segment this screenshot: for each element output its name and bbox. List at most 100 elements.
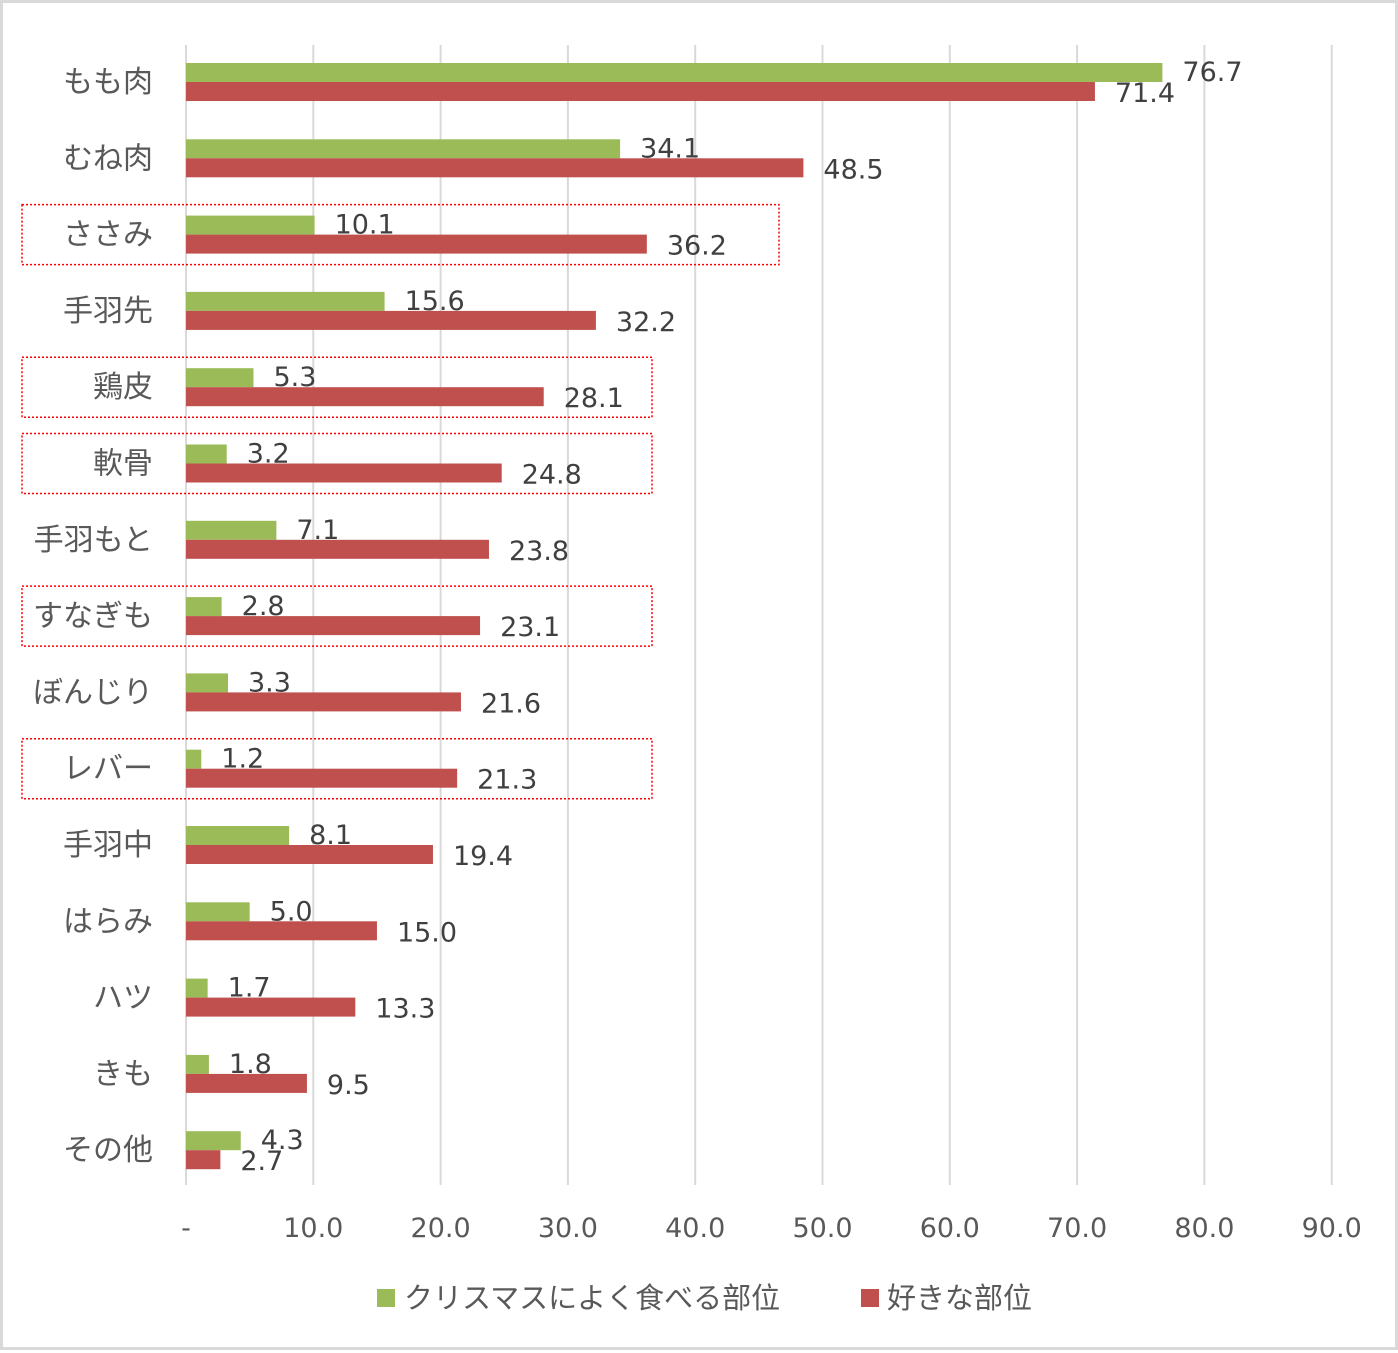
bar-favorite bbox=[186, 82, 1095, 101]
bar-christmas bbox=[186, 673, 229, 693]
category-label: 軟骨 bbox=[93, 447, 153, 482]
data-label-favorite: 48.5 bbox=[823, 154, 883, 185]
data-label-christmas: 1.2 bbox=[221, 744, 264, 775]
data-label-favorite: 71.4 bbox=[1115, 78, 1175, 109]
highlight-box bbox=[21, 356, 653, 418]
data-label-christmas: 1.7 bbox=[228, 973, 271, 1004]
data-label-favorite: 21.3 bbox=[477, 765, 537, 796]
bar-favorite bbox=[186, 234, 647, 254]
category-label: レバー bbox=[63, 752, 153, 787]
highlight-box bbox=[21, 432, 653, 495]
bar-favorite bbox=[186, 921, 377, 941]
bar-favorite bbox=[186, 692, 461, 712]
data-label-christmas: 3.3 bbox=[248, 667, 291, 698]
data-label-christmas: 4.3 bbox=[261, 1125, 304, 1156]
data-label-christmas: 5.0 bbox=[270, 896, 313, 927]
x-tick-label: - bbox=[181, 1213, 191, 1244]
bar-favorite bbox=[186, 1150, 221, 1170]
data-label-favorite: 9.5 bbox=[327, 1070, 370, 1101]
category-label: はらみ bbox=[63, 904, 153, 939]
x-tick-label: 40.0 bbox=[665, 1213, 725, 1244]
data-label-favorite: 2.7 bbox=[240, 1146, 283, 1177]
data-label-favorite: 13.3 bbox=[375, 994, 435, 1025]
data-label-favorite: 24.8 bbox=[522, 460, 582, 491]
highlight-boxes bbox=[21, 203, 780, 800]
data-label-christmas: 10.1 bbox=[335, 210, 395, 241]
data-label-christmas: 15.6 bbox=[405, 286, 465, 317]
data-label-favorite: 21.6 bbox=[481, 688, 541, 719]
data-label-christmas: 2.8 bbox=[242, 591, 285, 622]
bar-christmas bbox=[186, 1131, 241, 1151]
category-label: ささみ bbox=[63, 218, 153, 253]
data-label-christmas: 76.7 bbox=[1182, 57, 1242, 88]
data-label-favorite: 23.1 bbox=[500, 612, 560, 643]
legend-label-favorite: 好きな部位 bbox=[887, 1281, 1032, 1315]
x-tick-label: 50.0 bbox=[792, 1213, 852, 1244]
bar-christmas bbox=[186, 139, 621, 159]
x-tick-label: 10.0 bbox=[283, 1213, 343, 1244]
category-label: 手羽中 bbox=[63, 828, 153, 863]
bar-favorite bbox=[186, 997, 356, 1017]
bar-christmas bbox=[186, 978, 208, 998]
category-label: 手羽もと bbox=[34, 523, 153, 558]
data-label-favorite: 28.1 bbox=[564, 383, 624, 414]
category-label: きも bbox=[93, 1057, 153, 1092]
bar-favorite bbox=[186, 1073, 307, 1093]
bar-christmas bbox=[186, 749, 202, 769]
category-label: すなぎも bbox=[33, 599, 153, 634]
bar-christmas bbox=[186, 597, 222, 617]
x-tick-label: 30.0 bbox=[538, 1213, 598, 1244]
bar-favorite bbox=[186, 463, 502, 483]
bar-christmas bbox=[186, 215, 315, 235]
data-label-christmas: 7.1 bbox=[296, 515, 339, 546]
bar-christmas bbox=[186, 291, 385, 311]
data-label-favorite: 15.0 bbox=[397, 917, 457, 948]
bar-christmas bbox=[186, 520, 277, 540]
bar-favorite bbox=[186, 387, 544, 407]
data-label-christmas: 34.1 bbox=[640, 133, 700, 164]
x-tick-label: 80.0 bbox=[1174, 1213, 1234, 1244]
legend-swatch-christmas bbox=[377, 1289, 395, 1307]
category-label: むね肉 bbox=[63, 141, 153, 176]
category-label: ハツ bbox=[93, 981, 153, 1016]
bars bbox=[186, 63, 1163, 1170]
x-tick-label: 60.0 bbox=[920, 1213, 980, 1244]
bar-favorite bbox=[186, 539, 489, 559]
highlight-box bbox=[21, 203, 780, 266]
data-label-christmas: 5.3 bbox=[273, 362, 316, 393]
data-label-christmas: 1.8 bbox=[229, 1049, 272, 1080]
bar-favorite bbox=[186, 768, 458, 788]
bar-favorite bbox=[186, 845, 433, 864]
bar-favorite bbox=[186, 158, 804, 178]
bar-favorite bbox=[186, 310, 596, 330]
category-label: もも肉 bbox=[63, 65, 153, 100]
data-label-favorite: 32.2 bbox=[616, 307, 676, 338]
highlight-box bbox=[21, 585, 653, 647]
bar-chart: 76.771.4 34.1 48.5 10.1 36.2 15.6 32.2 5.3 28.1 3… bbox=[21, 45, 1362, 1315]
category-label: その他 bbox=[63, 1133, 153, 1168]
bar-christmas bbox=[186, 902, 250, 922]
legend-swatch-favorite bbox=[861, 1289, 879, 1307]
legend: クリスマスによく食べる部位 好きな部位 bbox=[377, 1281, 1032, 1315]
highlight-box bbox=[21, 737, 653, 800]
bar-christmas bbox=[186, 826, 290, 845]
bar-christmas bbox=[186, 368, 254, 388]
x-tick-label: 70.0 bbox=[1047, 1213, 1107, 1244]
data-labels: 76.771.4 34.1 48.5 10.1 36.2 15.6 32.2 5.3 28.1 3… bbox=[221, 57, 1242, 1177]
x-axis-ticks: - 10.0 20.0 30.0 40.0 50.0 60.0 70.0 80.0 90.0 bbox=[181, 1213, 1362, 1244]
data-label-christmas: 8.1 bbox=[309, 820, 352, 851]
category-labels: もも肉むね肉ささみ手羽先鶏皮軟骨手羽もとすなぎもぼんじりレバー手羽中はらみハツき… bbox=[33, 65, 153, 1168]
category-label: 鶏皮 bbox=[93, 370, 153, 405]
bar-christmas bbox=[186, 63, 1163, 82]
data-label-favorite: 19.4 bbox=[453, 841, 513, 872]
bar-christmas bbox=[186, 444, 227, 464]
data-label-favorite: 36.2 bbox=[667, 231, 727, 262]
data-label-favorite: 23.8 bbox=[509, 536, 569, 567]
data-label-christmas: 3.2 bbox=[247, 439, 290, 470]
bar-christmas bbox=[186, 1054, 209, 1074]
bar-favorite bbox=[186, 616, 481, 636]
category-label: ぼんじり bbox=[33, 675, 153, 710]
category-label: 手羽先 bbox=[63, 294, 153, 329]
x-tick-label: 90.0 bbox=[1302, 1213, 1362, 1244]
